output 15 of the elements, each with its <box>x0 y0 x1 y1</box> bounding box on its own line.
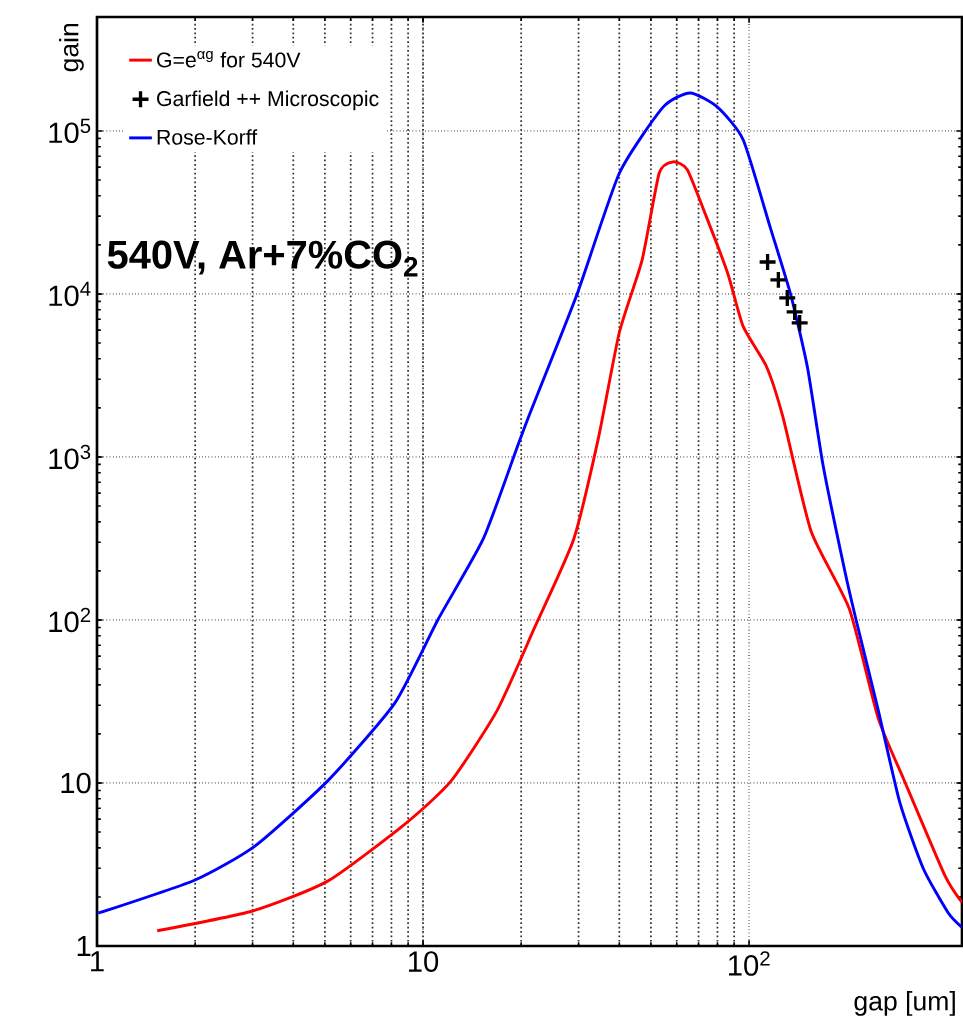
x-axis-title: gap [um] <box>854 991 955 1016</box>
annotation: 540V, Ar+7%CO$_{2}$ <box>107 240 418 277</box>
legend-label: G=e$^{αg}$ for 540V <box>157 50 301 68</box>
legend-label: Rose-Korff <box>157 129 258 145</box>
y-axis-title: gain <box>59 23 84 72</box>
legend-label: Garfield ++ Microscopic <box>157 90 379 111</box>
x-tick-label: 1 <box>91 951 104 972</box>
y-tick-label: 10$^{3}$ <box>49 444 91 470</box>
y-tick-label: 10$^{4}$ <box>49 281 91 307</box>
x-tick-label: 10 <box>409 951 439 972</box>
y-tick-label: 10 <box>61 772 91 794</box>
y-tick-label: 10$^{2}$ <box>49 607 91 633</box>
y-tick-label: 1 <box>77 935 91 957</box>
x-tick-label: 10$^{2}$ <box>729 951 770 976</box>
y-tick-label: 10$^{5}$ <box>49 118 91 144</box>
